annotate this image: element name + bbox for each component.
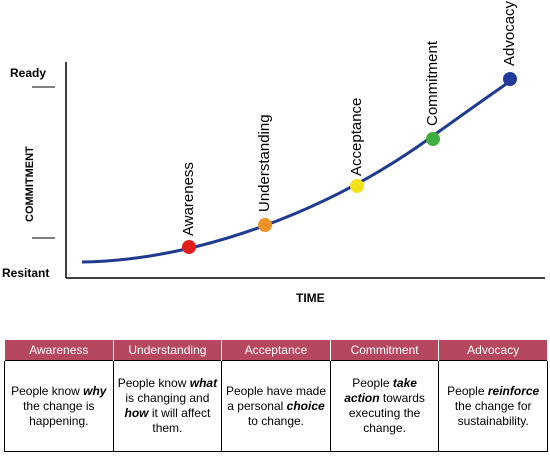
stage-dot-understanding <box>258 218 272 232</box>
cell-commitment: People take action towards executing the… <box>329 360 440 452</box>
stage-dot-advocacy <box>503 72 517 86</box>
stage-label-acceptance: Acceptance <box>348 97 365 176</box>
stage-dot-acceptance <box>350 179 364 193</box>
stages-table: Awareness Understanding Acceptance Commi… <box>4 340 548 452</box>
y-bottom-label: Resitant <box>2 266 50 280</box>
header-awareness: Awareness <box>4 340 114 361</box>
cell-advocacy: People reinforce the change for sustaina… <box>438 360 548 452</box>
header-commitment: Commitment <box>329 340 440 361</box>
table-header-row: Awareness Understanding Acceptance Commi… <box>4 340 548 361</box>
header-advocacy: Advocacy <box>438 340 548 361</box>
y-top-label: Ready <box>10 66 47 80</box>
stage-label-understanding: Understanding <box>256 114 273 212</box>
stage-label-advocacy: Advocacy <box>501 0 518 66</box>
header-understanding: Understanding <box>112 340 223 361</box>
stage-label-awareness: Awareness <box>180 162 197 236</box>
header-acceptance: Acceptance <box>221 340 331 361</box>
commitment-curve-diagram <box>32 62 545 279</box>
stage-dot-commitment <box>426 132 440 146</box>
stage-dot-awareness <box>182 240 196 254</box>
cell-awareness: People know why the change is happening. <box>4 360 114 452</box>
cell-understanding: People know what is changing and how it … <box>112 360 223 452</box>
commitment-curve <box>81 76 514 264</box>
x-axis-label: TIME <box>296 291 325 305</box>
cell-acceptance: People have made a personal choice to ch… <box>221 360 331 452</box>
y-axis-label: COMMITMENT <box>24 146 36 222</box>
table-row: People know why the change is happening.… <box>4 360 548 452</box>
stage-label-commitment: Commitment <box>424 40 441 126</box>
